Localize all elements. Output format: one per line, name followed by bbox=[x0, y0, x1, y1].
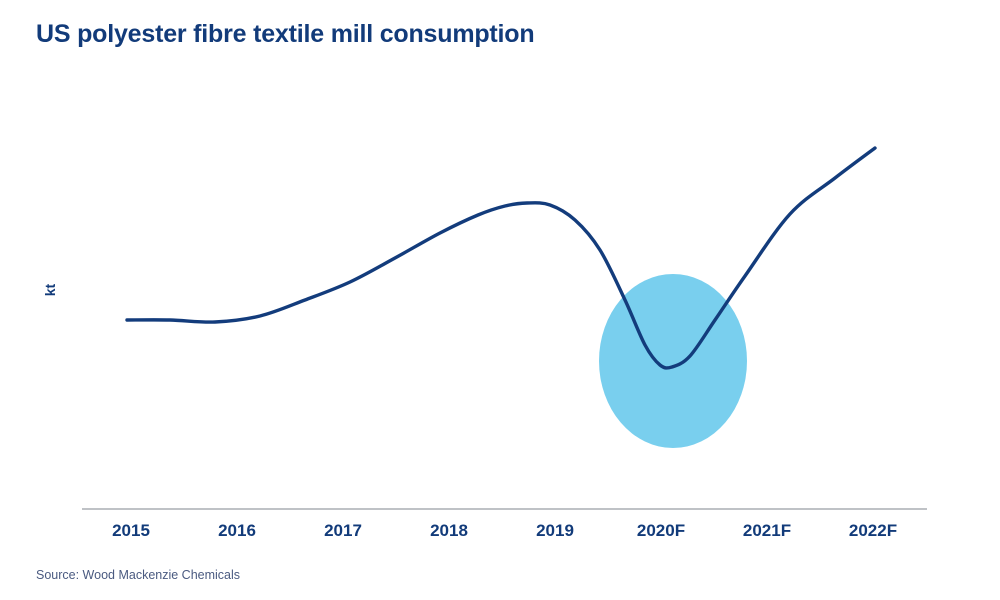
x-tick-label-2015: 2015 bbox=[112, 521, 150, 540]
x-tick-label-2020f: 2020F bbox=[636, 521, 686, 540]
x-tick-label-2019: 2019 bbox=[536, 521, 574, 540]
highlight-oval-annotation bbox=[599, 274, 747, 448]
x-tick-label-2016: 2016 bbox=[218, 521, 256, 540]
y-axis-label: kt bbox=[42, 283, 58, 297]
data-series-line bbox=[125, 146, 877, 370]
page-title: US polyester fibre textile mill consumpt… bbox=[36, 20, 535, 48]
x-tick-label-2022f: 2022F bbox=[848, 521, 898, 540]
x-axis-tick-labels: 2015 2016 2017 2018 2019 2020F 2021F 202… bbox=[82, 521, 927, 551]
x-tick-label-2018: 2018 bbox=[430, 521, 468, 540]
x-tick-label-2017: 2017 bbox=[324, 521, 362, 540]
x-tick-label-2021f: 2021F bbox=[742, 521, 792, 540]
source-note: Source: Wood Mackenzie Chemicals bbox=[36, 568, 241, 582]
